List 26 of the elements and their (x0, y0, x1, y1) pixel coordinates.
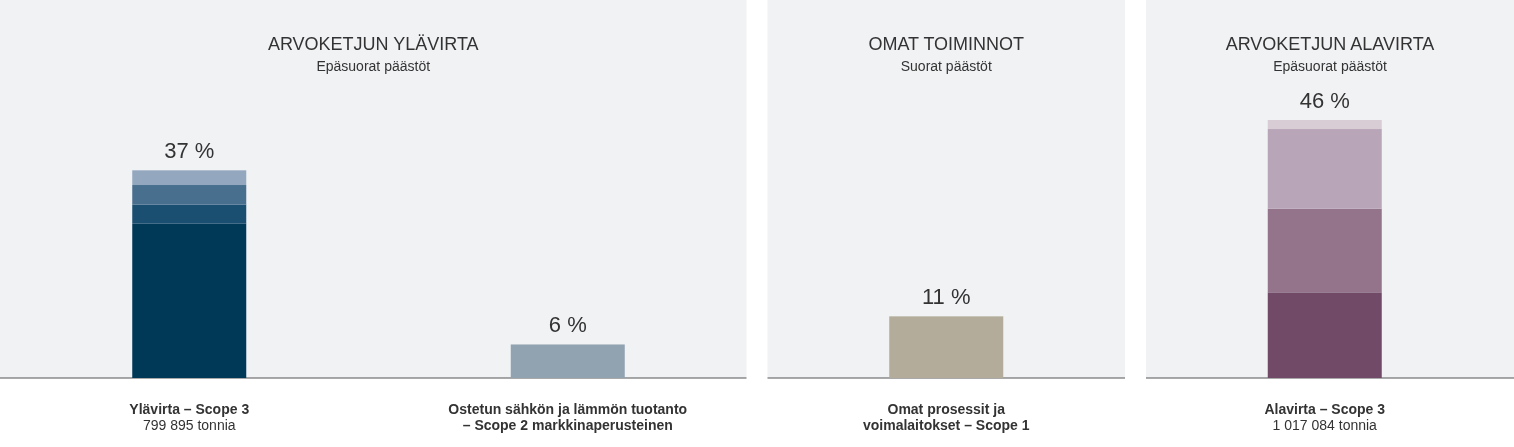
text: 1 017 084 tonnia (1272, 417, 1378, 433)
annotation: 11 % (921, 284, 971, 310)
annotation: 37 % (164, 138, 215, 164)
bar (1267, 129, 1382, 209)
annotation: 46 % (1299, 88, 1350, 113)
bar (889, 316, 1004, 378)
bar (510, 344, 625, 378)
bar (1267, 292, 1382, 378)
text: Epäsuorat päästöt (1273, 58, 1387, 74)
bar (132, 204, 247, 224)
bar (132, 185, 247, 205)
x-tick-label: Omat prosessit ja voimalaitokset – Scope 1 (862, 401, 1030, 433)
band-label: ARVOKETJUN YLÄVIRTA (267, 34, 479, 54)
bar (132, 223, 247, 378)
text: Epäsuorat päästöt (316, 58, 431, 74)
annotation: 6 % (548, 312, 587, 338)
bar (1267, 208, 1382, 293)
band-label: OMAT TOIMINNOT (868, 34, 1025, 54)
bar (132, 170, 247, 186)
text: Suorat päästöt (900, 58, 992, 74)
text: 799 895 tonnia (142, 417, 236, 433)
x-tick-label: Ylävirta – Scope 3 (129, 401, 250, 417)
x-tick-label: Alavirta – Scope 3 (1264, 401, 1386, 417)
band-label: ARVOKETJUN ALAVIRTA (1225, 34, 1435, 54)
bar (1267, 120, 1382, 130)
x-tick-label: Ostetun sähkön ja lämmön tuotanto – Scope 2 markkinaperusteinen (448, 401, 688, 433)
